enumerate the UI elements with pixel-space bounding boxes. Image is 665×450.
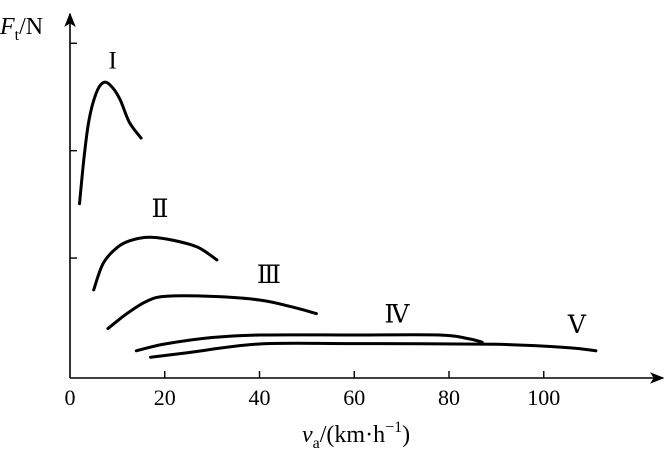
x-ticks: 0 20 40 60 80 100: [65, 371, 560, 410]
series-group: I Ⅱ Ⅲ Ⅳ Ⅴ: [78, 47, 598, 359]
y-axis-title-unit: /N: [19, 14, 43, 40]
series-label-1: I: [108, 47, 116, 74]
series-label-5: Ⅴ: [567, 312, 587, 339]
x-axis-title-unit-pre: /(km·h: [320, 422, 385, 448]
x-tick-label: 0: [65, 385, 76, 410]
series-line-5: [149, 341, 598, 359]
series-line-3: [106, 294, 318, 331]
series-label-2: Ⅱ: [152, 196, 169, 223]
x-tick-label: 40: [249, 385, 271, 410]
y-ticks: [70, 42, 77, 259]
series-line-2: [92, 235, 219, 292]
x-axis-title-main: v: [302, 422, 313, 448]
series-line-1: [78, 80, 143, 206]
y-axis-title-sub: t: [15, 27, 20, 44]
x-tick-label: 100: [527, 385, 560, 410]
x-tick-label: 60: [343, 385, 365, 410]
series-line-4: [134, 333, 484, 353]
x-tick-label: 20: [154, 385, 176, 410]
y-axis-title: Ft/N: [0, 14, 43, 44]
series-label-4: Ⅳ: [384, 302, 410, 329]
y-axis-title-main: F: [0, 14, 15, 40]
x-axis-title-unit-post: ): [402, 422, 410, 448]
x-axis-title-sub: a: [313, 435, 320, 450]
x-axis-title-unit-sup: −1: [385, 419, 402, 436]
x-tick-label: 80: [438, 385, 460, 410]
series-label-3: Ⅲ: [257, 262, 281, 289]
x-axis-title: va/(km·h−1): [302, 419, 410, 450]
